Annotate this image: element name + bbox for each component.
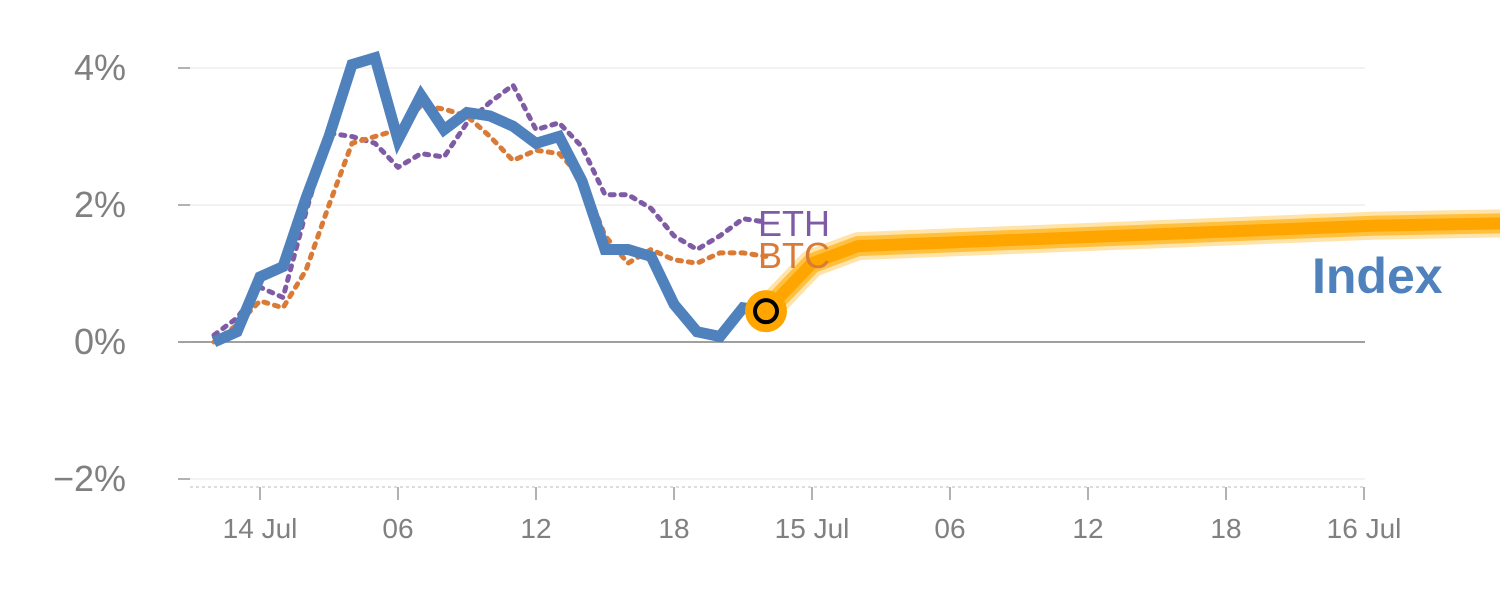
axes: 4% 2% 0% −2% 14 Jul 06 12 18 15 Jul 06 12 18 16 Jul: [53, 47, 1401, 544]
x-tick-label-3: 18: [658, 513, 689, 544]
x-tick-label-1: 06: [382, 513, 413, 544]
x-tick-label-6: 12: [1072, 513, 1103, 544]
eth-label: ETH: [758, 203, 830, 244]
index-label: Index: [1312, 248, 1443, 304]
series-lines: [211, 50, 1500, 348]
forecast-series-line: [761, 217, 1500, 316]
btc-series-line: [211, 103, 769, 345]
x-tick-label-7: 18: [1210, 513, 1241, 544]
y-tick-label-1: 2%: [74, 184, 126, 225]
x-tick-label-5: 06: [934, 513, 965, 544]
series-labels: ETH BTC Index: [758, 203, 1443, 304]
x-tick-label-2: 12: [520, 513, 551, 544]
btc-label: BTC: [758, 235, 830, 276]
x-tick-label-4: 15 Jul: [775, 513, 850, 544]
y-tick-label-3: −2%: [53, 458, 126, 499]
x-tick-label-0: 14 Jul: [223, 513, 298, 544]
index-series-line: [211, 50, 767, 348]
y-tick-label-2: 0%: [74, 321, 126, 362]
x-tick-label-8: 16 Jul: [1327, 513, 1402, 544]
y-tick-label-0: 4%: [74, 47, 126, 88]
current-marker: [753, 298, 779, 325]
gridlines: [178, 67, 1365, 480]
